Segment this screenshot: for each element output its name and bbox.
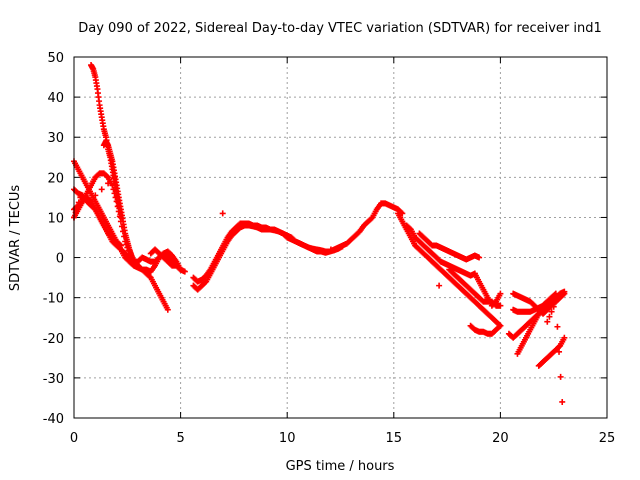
series-arc-e xyxy=(147,246,184,273)
plot-frame xyxy=(73,56,608,419)
data-point xyxy=(550,303,557,310)
tick-labels: 0 5 10 15 20 25 -40 -30 -20 -10 0 10 20 30 40 50 xyxy=(43,51,616,446)
axis-ticks xyxy=(73,56,608,419)
y-tick-label: -30 xyxy=(43,372,64,387)
data-point xyxy=(496,323,503,330)
data-point xyxy=(120,228,127,235)
data-point xyxy=(406,225,413,232)
y-tick-label: 40 xyxy=(47,91,64,106)
x-tick-label: 25 xyxy=(599,431,616,446)
series-arc-k xyxy=(471,270,504,309)
data-point xyxy=(546,313,553,320)
data-point xyxy=(98,186,105,193)
data-point xyxy=(111,190,118,197)
data-point xyxy=(398,209,405,216)
series-arc-a xyxy=(71,158,171,313)
x-tick-label: 20 xyxy=(492,431,509,446)
data-point xyxy=(104,173,111,180)
data-point xyxy=(556,343,563,350)
data-point xyxy=(327,246,334,253)
data-point xyxy=(85,198,92,205)
data-point xyxy=(557,373,564,380)
x-axis-label: GPS time / hours xyxy=(286,459,395,474)
data-point xyxy=(492,299,499,306)
series-arc-h xyxy=(416,230,483,263)
series-arc-j xyxy=(467,322,504,337)
data-point xyxy=(75,199,82,206)
data-point xyxy=(552,298,559,305)
data-point xyxy=(176,265,183,272)
data-point xyxy=(115,208,122,215)
data-point xyxy=(556,348,563,355)
chart-title: Day 090 of 2022, Sidereal Day-to-day VTE… xyxy=(78,21,602,36)
series-arc-g xyxy=(403,222,478,279)
data-point xyxy=(548,308,555,315)
data-point xyxy=(497,322,504,329)
series-isolated xyxy=(71,174,566,405)
data-point xyxy=(111,174,118,181)
data-point xyxy=(561,334,568,341)
data-point xyxy=(497,290,504,297)
data-point xyxy=(121,233,128,240)
y-tick-label: 30 xyxy=(47,131,64,146)
data-point xyxy=(74,204,81,211)
data-point xyxy=(146,273,153,280)
data-point xyxy=(219,210,226,217)
series-arc-o xyxy=(535,334,568,369)
series-arc-f xyxy=(395,210,504,329)
data-point xyxy=(476,254,483,261)
data-point xyxy=(368,215,375,222)
y-tick-label: 10 xyxy=(47,211,64,226)
y-tick-label: -20 xyxy=(43,332,64,347)
y-tick-label: 0 xyxy=(56,252,64,267)
x-tick-label: 0 xyxy=(70,431,78,446)
data-point xyxy=(117,218,124,225)
data-point xyxy=(436,282,443,289)
y-axis-label: SDTVAR / TECUs xyxy=(8,185,23,292)
data-point xyxy=(114,203,121,210)
x-tick-label: 5 xyxy=(176,431,184,446)
data-point xyxy=(122,238,129,245)
data-point xyxy=(544,318,551,325)
x-tick-label: 10 xyxy=(279,431,296,446)
data-point xyxy=(105,180,112,187)
data-point xyxy=(554,323,561,330)
data-point xyxy=(112,194,119,201)
data-point xyxy=(339,243,346,250)
grid-lines xyxy=(74,57,607,418)
data-point xyxy=(181,268,188,275)
y-tick-label: -40 xyxy=(43,412,64,427)
y-tick-label: 20 xyxy=(47,171,64,186)
data-point xyxy=(559,398,566,405)
data-point xyxy=(561,288,568,295)
data-point xyxy=(202,279,209,286)
data-point xyxy=(177,266,184,273)
data-point xyxy=(92,192,99,199)
x-tick-label: 15 xyxy=(386,431,403,446)
data-point xyxy=(124,244,131,251)
y-tick-label: 50 xyxy=(47,51,64,66)
data-point xyxy=(164,306,171,313)
series-arc-main-2 xyxy=(190,220,346,285)
data-point xyxy=(110,186,117,193)
data-point xyxy=(125,247,132,254)
data-point xyxy=(497,302,504,309)
data-point xyxy=(113,198,120,205)
data-point xyxy=(118,223,125,230)
y-tick-label: -10 xyxy=(43,292,64,307)
data-points xyxy=(71,62,568,405)
data-point xyxy=(123,241,130,248)
data-point xyxy=(116,213,123,220)
data-point xyxy=(109,182,116,189)
